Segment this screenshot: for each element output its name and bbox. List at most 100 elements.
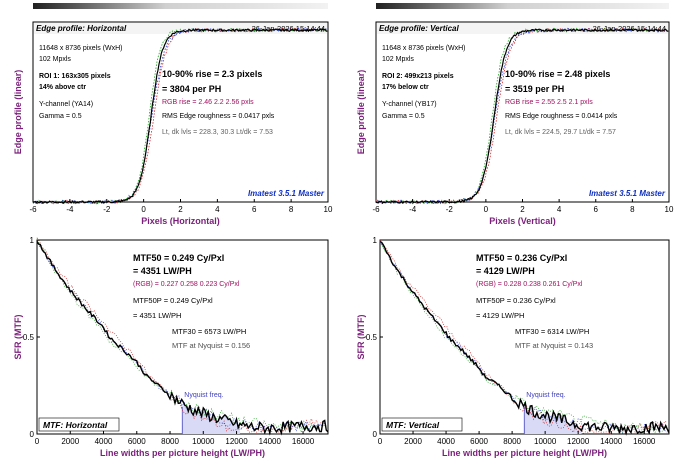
plot-frame xyxy=(32,21,329,203)
x-tick-label: 4000 xyxy=(437,437,455,446)
imatest-version-label: Imatest 3.5.1 Master xyxy=(589,189,666,198)
mtf50p-line: MTF50P = 0.249 Cy/Pxl xyxy=(133,296,213,305)
x-tick-label: -6 xyxy=(29,205,37,214)
nyquist-label: Nyquist freq. xyxy=(526,392,565,399)
mtf-luminance-curve xyxy=(379,240,670,436)
rgb-rise-line: RGB rise = 2.55 2.5 2.1 pxls xyxy=(505,99,593,106)
rms-roughness-line: RMS Edge roughness = 0.0417 pxls xyxy=(162,113,275,120)
x-tick-label: 8000 xyxy=(503,437,521,446)
timestamp: 26-Jan-2026 15:14:44 xyxy=(593,24,666,33)
luminance-edge-curve xyxy=(32,27,328,205)
blue-channel-curve xyxy=(36,241,327,434)
green-channel-curve xyxy=(379,241,668,435)
nyquist-label: Nyquist freq. xyxy=(184,392,223,399)
title-bar xyxy=(34,23,327,34)
x-tick-label: 16000 xyxy=(633,437,656,446)
channel-line: Gamma = 0.5 xyxy=(39,113,82,120)
red-channel-curve xyxy=(375,27,668,205)
panel-title: MTF: Horizontal xyxy=(43,420,108,430)
info-line: 102 Mpxls xyxy=(382,56,414,63)
x-axis-label: Line widths per picture height (LW/PH) xyxy=(442,448,607,458)
channel-line: Y-channel (YB17) xyxy=(382,101,437,108)
x-tick-label: 4 xyxy=(557,205,562,214)
mtf50p-line: MTF50P = 0.236 Cy/Pxl xyxy=(476,296,556,305)
rgb-mtf50-line: (RGB) = 0.228 0.238 0.261 Cy/Pxl xyxy=(476,281,583,288)
red-channel-curve xyxy=(379,240,668,435)
rgb-rise-line: RGB rise = 2.46 2.2 2.56 pxls xyxy=(162,99,254,106)
x-tick-label: 8 xyxy=(289,205,294,214)
edge-preview-strip xyxy=(376,3,669,9)
y-tick-label: 0.5 xyxy=(23,333,35,342)
info-line: 102 Mpxls xyxy=(39,56,71,63)
y-tick-label: 0.5 xyxy=(366,333,378,342)
y-tick-label: 0 xyxy=(373,430,378,439)
panel-title: Edge profile: Horizontal xyxy=(36,24,127,33)
x-tick-label: 8 xyxy=(630,205,635,214)
blue-channel-curve xyxy=(375,27,668,205)
x-tick-label: 2 xyxy=(178,205,183,214)
mtf30-line: MTF30 = 6573 LW/PH xyxy=(172,327,246,336)
x-tick-label: 0 xyxy=(484,205,489,214)
x-tick-label: 2000 xyxy=(404,437,422,446)
x-tick-label: 6000 xyxy=(128,437,146,446)
x-tick-label: 12000 xyxy=(225,437,248,446)
rise-line: 10-90% rise = 2.3 pixels xyxy=(162,69,262,79)
title-box xyxy=(38,417,120,432)
y-axis-label: Edge profile (linear) xyxy=(356,70,366,155)
title-bar xyxy=(377,23,668,34)
roi-line: ROI 1: 163x305 pixels xyxy=(39,73,111,80)
x-axis-label: Pixels (Horizontal) xyxy=(141,216,220,226)
y-tick-label: 1 xyxy=(30,236,35,245)
mtf-nyquist-line: MTF at Nyquist = 0.143 xyxy=(515,341,593,350)
x-tick-label: -4 xyxy=(409,205,417,214)
mtf50p-line: = 4351 LW/PH xyxy=(133,311,181,320)
y-axis-label: Edge profile (linear) xyxy=(13,70,23,155)
imatest-version-label: Imatest 3.5.1 Master xyxy=(248,189,325,198)
x-tick-label: -6 xyxy=(372,205,380,214)
x-tick-label: 2000 xyxy=(61,437,79,446)
x-tick-label: 2 xyxy=(520,205,525,214)
mtf-nyquist-line: MTF at Nyquist = 0.156 xyxy=(172,341,250,350)
panel-title: Edge profile: Vertical xyxy=(379,24,460,33)
rms-roughness-line: RMS Edge roughness = 0.0414 pxls xyxy=(505,113,618,120)
x-tick-label: 0 xyxy=(35,437,40,446)
rgb-mtf50-line: (RGB) = 0.227 0.258 0.223 Cy/Pxl xyxy=(133,281,240,288)
rise-line: = 3519 per PH xyxy=(505,84,564,94)
mtf-luminance-curve xyxy=(36,241,329,436)
plot-frame xyxy=(375,21,670,203)
x-tick-label: 10000 xyxy=(192,437,215,446)
x-tick-label: 0 xyxy=(378,437,383,446)
y-tick-label: 0 xyxy=(30,430,35,439)
x-tick-label: 14000 xyxy=(259,437,282,446)
x-tick-label: 6 xyxy=(594,205,599,214)
light-dark-levels-line: Lt, dk lvls = 228.3, 30.3 Lt/dk = 7.53 xyxy=(162,129,273,136)
timestamp: 26-Jan-2026 15:14:44 xyxy=(252,24,325,33)
x-tick-label: 4000 xyxy=(95,437,113,446)
x-axis-label: Line widths per picture height (LW/PH) xyxy=(100,448,265,458)
roi-line: ROI 2: 499x213 pixels xyxy=(382,73,454,80)
x-tick-label: 10000 xyxy=(534,437,557,446)
y-tick-label: 1 xyxy=(373,236,378,245)
info-line: 11648 x 8736 pixels (WxH) xyxy=(39,45,123,52)
channel-line: Y-channel (YA14) xyxy=(39,101,93,108)
channel-line: Gamma = 0.5 xyxy=(382,113,425,120)
mtf-panel-horizontal: Nyquist freq. 0 2000 4000 6000 8000 10000 12000… xyxy=(13,236,329,458)
mtf50-line: MTF50 = 0.236 Cy/Pxl xyxy=(476,253,567,263)
x-tick-label: -2 xyxy=(103,205,111,214)
mtf50-line: MTF50 = 0.249 Cy/Pxl xyxy=(133,253,224,263)
mtf50-line: = 4129 LW/PH xyxy=(476,266,535,276)
info-line: 11648 x 8736 pixels (WxH) xyxy=(382,45,466,52)
panel-title: MTF: Vertical xyxy=(386,420,440,430)
x-tick-label: 10 xyxy=(324,205,333,214)
roi-line: 14% above ctr xyxy=(39,84,86,91)
y-axis-label: SFR (MTF) xyxy=(356,315,366,360)
x-tick-label: 12000 xyxy=(567,437,590,446)
mtf50p-line: = 4129 LW/PH xyxy=(476,311,524,320)
edge-profile-panel-horizontal: Edge profile: Horizontal 26-Jan-2026 15:1… xyxy=(13,21,333,226)
x-tick-label: 8000 xyxy=(161,437,179,446)
x-tick-label: 10 xyxy=(665,205,674,214)
roi-line: 17% below ctr xyxy=(382,84,429,91)
x-axis-label: Pixels (Vertical) xyxy=(489,216,556,226)
x-tick-label: 6000 xyxy=(470,437,488,446)
